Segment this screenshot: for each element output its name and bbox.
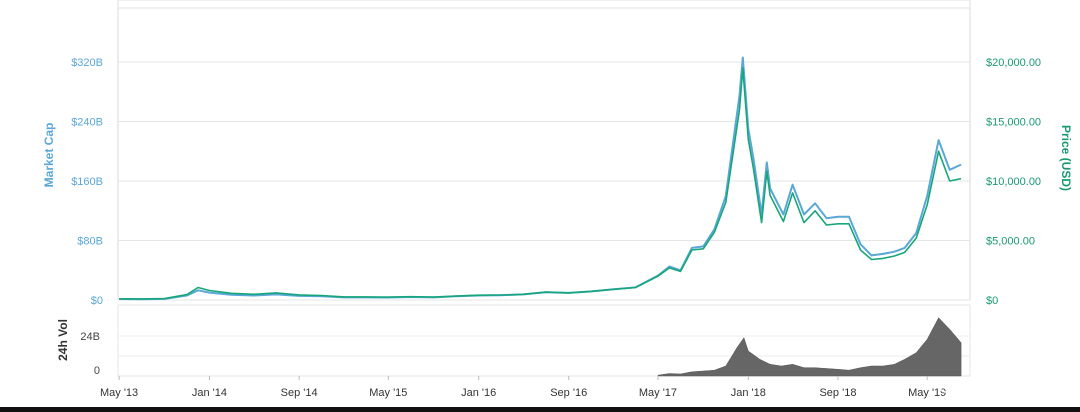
volume-tick-label: 24B [80, 331, 100, 343]
market-cap-tick-label: $320B [71, 57, 103, 69]
volume-axis-ticks: 0 24B [80, 331, 100, 377]
x-tick-label: Sep '14 [281, 387, 318, 399]
watermark-text: @Vishalu [962, 378, 1030, 395]
top-strip [117, 0, 971, 9]
market-cap-axis-ticks: $0 $80B $160B $240B $320B [71, 57, 103, 307]
x-tick-label: May '19 [908, 387, 946, 399]
market-cap-tick-label: $160B [71, 176, 103, 188]
price-tick-label: $5,000.00 [986, 236, 1035, 248]
market-cap-tick-label: $240B [71, 117, 103, 129]
x-tick-label: Sep '16 [550, 387, 587, 399]
market-cap-tick-label: $0 [91, 295, 103, 307]
x-tick-label: May '15 [369, 387, 407, 399]
x-tick-label: Jan '16 [461, 387, 496, 399]
market-cap-line [119, 56, 962, 301]
price-tick-label: $10,000.00 [986, 176, 1041, 188]
price-axis-ticks: $0 $5,000.00 $10,000.00 $15,000.00 $20,000.0… [986, 57, 1041, 307]
market-cap-axis-title: Market Cap [42, 123, 56, 188]
volume-axis-title: 24h Vol [56, 319, 70, 361]
x-axis-ticks: May '13 Jan '14 Sep '14 May '15 Jan '16 Sep '… [100, 376, 946, 399]
x-tick-label: Jan '14 [192, 387, 227, 399]
x-tick-label: Jan '18 [731, 387, 766, 399]
volume-panel [117, 304, 971, 377]
price-axis-title: Price (USD) [1059, 125, 1073, 191]
x-tick-label: Sep '18 [819, 387, 856, 399]
volume-grid-lines [118, 335, 970, 357]
price-tick-label: $15,000.00 [986, 117, 1041, 129]
market-cap-tick-label: $80B [77, 236, 103, 248]
price-line [119, 67, 962, 300]
volume-tick-label: 0 [94, 365, 100, 377]
x-tick-label: May '13 [100, 387, 138, 399]
price-tick-label: $0 [986, 295, 998, 307]
volume-area [657, 317, 962, 377]
price-tick-label: $20,000.00 [986, 57, 1041, 69]
bottom-band [0, 407, 1080, 412]
grid-lines [118, 61, 970, 301]
camera-icon [938, 377, 954, 393]
watermark: @Vishalu [938, 377, 1030, 395]
x-tick-label: May '17 [639, 387, 677, 399]
